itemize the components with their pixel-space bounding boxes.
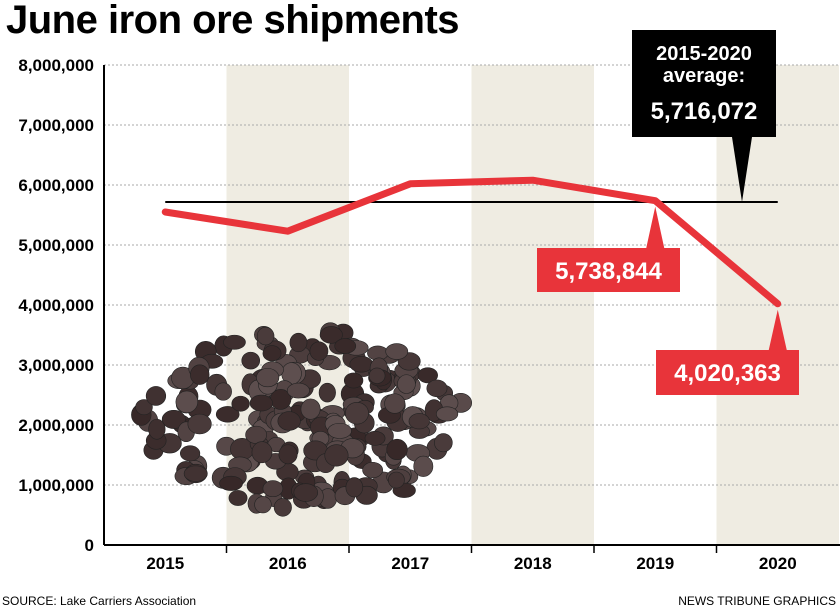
chart-title: June iron ore shipments bbox=[6, 0, 460, 42]
ore-pellet bbox=[309, 341, 329, 361]
ore-pellet bbox=[277, 411, 301, 431]
ore-pellet bbox=[286, 382, 310, 399]
ore-pellet bbox=[256, 326, 275, 346]
ore-pellet bbox=[324, 444, 349, 467]
ore-pellet bbox=[345, 477, 364, 498]
average-callout bbox=[632, 30, 776, 203]
ore-pellet bbox=[289, 332, 308, 353]
x-tick-label: 2019 bbox=[636, 554, 674, 573]
y-tick-label: 3,000,000 bbox=[18, 356, 94, 375]
ore-pellet bbox=[413, 455, 434, 477]
y-tick-label: 6,000,000 bbox=[18, 176, 94, 195]
ore-pellet bbox=[408, 413, 430, 430]
average-label-top: 2015-2020 bbox=[656, 43, 752, 65]
ore-pellet bbox=[327, 422, 352, 439]
iron-ore-pellets-image bbox=[131, 322, 473, 517]
ore-pellet bbox=[262, 345, 282, 362]
y-tick-label: 8,000,000 bbox=[18, 56, 94, 75]
ore-pellet bbox=[228, 490, 248, 506]
y-tick-label: 5,000,000 bbox=[18, 236, 94, 255]
ore-pellet bbox=[345, 401, 369, 425]
ore-pellet bbox=[223, 334, 246, 350]
ore-pellet bbox=[254, 496, 272, 514]
x-tick-label: 2017 bbox=[391, 554, 429, 573]
data-label-box-2019 bbox=[537, 206, 680, 292]
ore-pellet bbox=[278, 444, 298, 465]
series-line bbox=[161, 176, 782, 308]
ore-pellet bbox=[397, 374, 416, 394]
data-label-2019: 5,738,844 bbox=[555, 258, 662, 285]
ore-pellet bbox=[231, 395, 250, 412]
ore-pellet bbox=[300, 398, 321, 420]
ore-pellet bbox=[148, 418, 166, 440]
ore-pellet bbox=[241, 351, 261, 370]
credit-note: NEWS TRIBUNE GRAPHICS bbox=[678, 594, 836, 608]
y-tick-label: 4,000,000 bbox=[18, 296, 94, 315]
ore-pellet bbox=[262, 480, 284, 498]
ore-pellet bbox=[293, 483, 319, 502]
ore-pellet bbox=[161, 409, 186, 429]
ore-pellet bbox=[334, 338, 357, 354]
ore-pellet bbox=[273, 498, 292, 517]
average-label-mid: average: bbox=[663, 65, 745, 87]
ore-pellet bbox=[145, 386, 167, 406]
ore-pellet bbox=[426, 379, 448, 398]
x-tick-label: 2020 bbox=[759, 554, 797, 573]
ore-pellet bbox=[183, 465, 208, 482]
ore-pellet bbox=[175, 390, 199, 414]
ore-pellet bbox=[417, 367, 438, 384]
y-tick-label: 1,000,000 bbox=[18, 476, 94, 495]
ore-pellet bbox=[434, 433, 453, 453]
ore-pellet bbox=[386, 438, 408, 461]
ore-pellet bbox=[385, 343, 409, 360]
ore-pellet bbox=[214, 382, 232, 401]
ore-pellet bbox=[245, 425, 267, 444]
x-tick-label: 2016 bbox=[269, 554, 307, 573]
ore-pellet bbox=[251, 441, 273, 464]
ore-pellet bbox=[215, 406, 240, 423]
y-tick-label: 7,000,000 bbox=[18, 116, 94, 135]
x-tick-label: 2018 bbox=[514, 554, 552, 573]
ore-pellet bbox=[343, 372, 364, 389]
ore-pellet bbox=[249, 394, 273, 412]
ore-pellet bbox=[362, 461, 384, 479]
ore-pellet bbox=[436, 406, 459, 422]
data-label-box-2020 bbox=[656, 309, 799, 395]
source-note: SOURCE: Lake Carriers Association bbox=[2, 594, 197, 608]
average-value: 5,716,072 bbox=[651, 98, 758, 125]
ore-pellet bbox=[190, 364, 210, 385]
ore-pellet bbox=[135, 399, 153, 416]
x-tick-label: 2015 bbox=[146, 554, 184, 573]
ore-pellet bbox=[384, 393, 406, 414]
y-tick-label: 0 bbox=[85, 536, 94, 555]
ore-pellet bbox=[180, 445, 201, 462]
data-label-2020: 4,020,363 bbox=[674, 360, 781, 387]
ore-pellet bbox=[349, 355, 374, 373]
ore-pellet bbox=[388, 471, 405, 489]
ore-pellet bbox=[187, 413, 212, 435]
ore-pellet bbox=[318, 382, 336, 403]
y-tick-label: 2,000,000 bbox=[18, 416, 94, 435]
ore-pellet bbox=[219, 475, 243, 491]
ore-pellet bbox=[364, 430, 386, 446]
ore-pellet bbox=[368, 367, 386, 384]
ore-pellet bbox=[319, 326, 343, 344]
ore-pellet bbox=[256, 368, 280, 388]
